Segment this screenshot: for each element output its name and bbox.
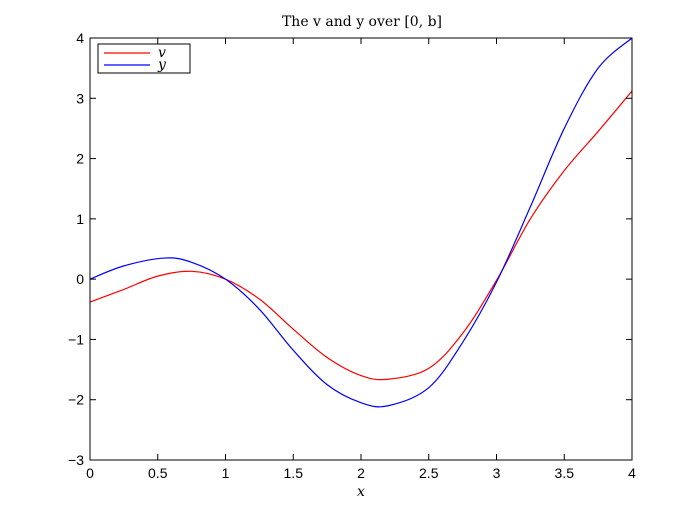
y-tick-label: 0 xyxy=(76,271,84,287)
x-tick-label: 0 xyxy=(86,465,94,481)
y-tick-label: −2 xyxy=(68,392,84,408)
axis-ticks: 0 0.5 1 1.5 2 2.5 3 3.5 4 −3 −2 −1 0 1 2 3 4 xyxy=(68,30,636,481)
y-tick-label: 4 xyxy=(76,30,84,46)
chart-marks xyxy=(89,37,633,408)
x-tick-label: 3.5 xyxy=(555,465,575,481)
x-tick-label: 2 xyxy=(357,465,365,481)
y-tick-label: 3 xyxy=(76,90,84,106)
y-tick-label: −1 xyxy=(68,331,84,347)
legend-label-v: v xyxy=(158,45,166,61)
legend-box xyxy=(97,43,191,74)
x-tick-label: 2.5 xyxy=(419,465,439,481)
y-tick-label: 2 xyxy=(76,151,84,167)
chart-title: The v and y over [0, b] xyxy=(282,14,442,30)
series-line-v xyxy=(89,90,633,381)
series-line-y xyxy=(89,37,633,408)
y-tick-label: −3 xyxy=(68,452,84,468)
x-tick-label: 3 xyxy=(493,465,501,481)
legend: vy xyxy=(97,43,191,74)
x-tick-label: 1 xyxy=(222,465,230,481)
x-tick-label: 4 xyxy=(628,465,636,481)
x-axis-label: x xyxy=(357,484,365,500)
plot-frame xyxy=(89,37,633,461)
legend-label-y: y xyxy=(157,57,167,73)
y-tick-label: 1 xyxy=(76,211,84,227)
x-tick-label: 0.5 xyxy=(148,465,168,481)
x-tick-label: 1.5 xyxy=(284,465,304,481)
